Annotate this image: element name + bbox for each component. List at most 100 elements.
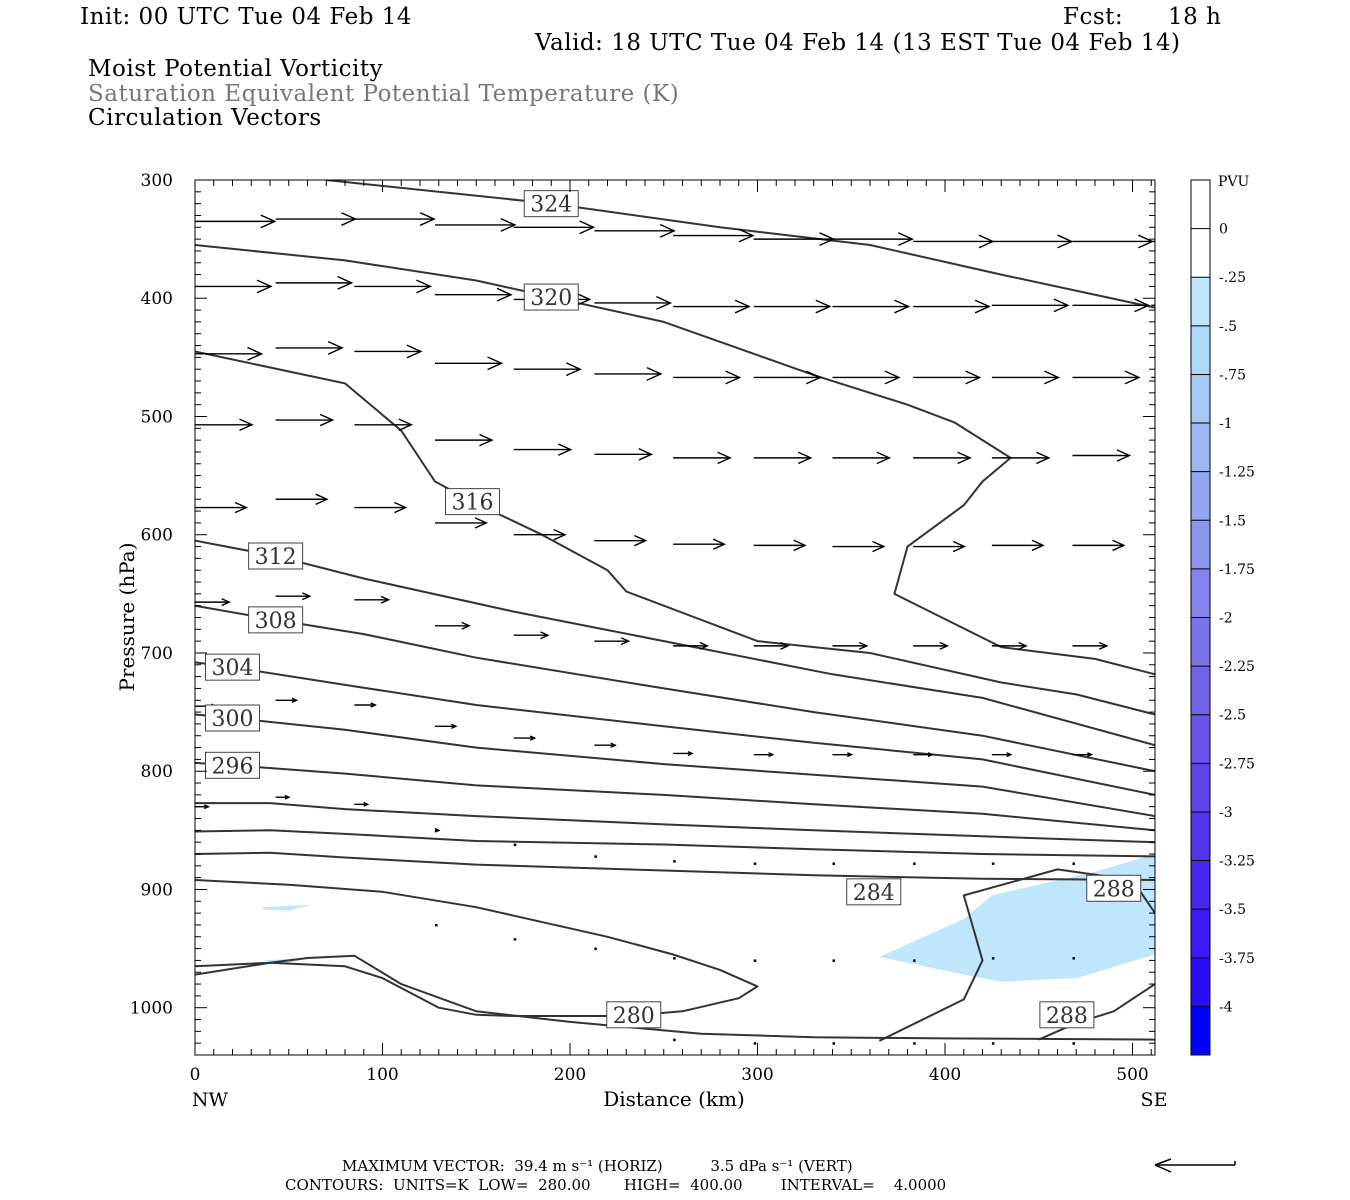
circulation-vector [913,370,982,385]
y-tick-label: 900 [141,880,173,900]
vector-head [363,801,370,807]
contour-label-box [205,704,260,732]
y-tick-label: 400 [141,289,173,309]
vector-head [434,827,441,833]
colorbar-tick-label: -.25 [1219,270,1246,286]
circulation-vector [354,344,423,359]
vector-head [965,370,982,385]
contour-label-text: 300 [212,707,254,732]
vector-head [337,275,354,290]
circulation-vector [673,750,694,756]
vector-head [291,697,299,703]
circulation-vector [513,529,567,541]
vector-head [894,299,911,314]
contour-label-text: 284 [853,881,895,906]
vector-dot [753,1042,757,1045]
contour-unlabeled-8 [195,802,1155,844]
contour-info: CONTOURS: UNITS=K LOW= 280.00 HIGH= 400.… [285,1176,947,1194]
vector-head [315,493,329,505]
vector-head [659,223,676,238]
circulation-vector [753,232,836,247]
contour-label-284-11: 284 [846,878,902,906]
vector-head [1036,451,1051,465]
colorbar-tick-label: -3.5 [1219,902,1246,918]
vector-head [461,621,471,630]
contour-label-text: 316 [452,491,494,516]
vector-head [847,752,854,758]
circulation-vector [913,959,916,962]
colorbar-swatch [1191,568,1210,618]
y-tick-label: 300 [141,171,173,191]
colorbar-swatch [1191,617,1210,667]
vector-dot [1072,862,1075,865]
vector-head [479,433,494,447]
vector-head [699,641,710,650]
circulation-vector [435,923,438,927]
x-right-end-label: SE [1141,1089,1168,1111]
vector-dot [991,957,995,960]
colorbar: 0 -.25 -.5 -.75 -1 -1.25 -1.5 -1.75 -2 -2.25 -2.5 -… [1190,179,1255,1056]
contour-288-14 [1038,983,1155,1041]
colorbar-tick-label: -1.5 [1219,513,1246,529]
field-title-thetaes: Saturation Equivalent Potential Temperat… [88,81,680,107]
vector-head [884,370,901,385]
vector-head [1006,752,1013,758]
circulation-vector [673,370,742,385]
circulation-vector [354,279,433,294]
vector-head [380,595,391,604]
y-tick-label: 600 [141,526,173,546]
circulation-vector [673,860,676,863]
vector-head [1031,539,1045,552]
circulation-vector [753,370,822,385]
circulation-vector [195,279,273,294]
circulation-vector [753,451,813,465]
vector-head [610,742,617,748]
vector-dot [832,959,835,962]
field-title-mpv: Moist Potential Vorticity [88,56,384,82]
circulation-vector [913,299,991,314]
vector-head [952,540,967,553]
circulation-vector [594,223,676,238]
colorbar-swatch [1191,277,1210,327]
vector-head [557,443,573,456]
contour-label-296-7: 296 [205,751,260,779]
circulation-vector [594,296,673,310]
circulation-vector [1072,641,1109,650]
vector-head [620,637,631,646]
vector-head [805,370,822,385]
vector-dot [832,1042,835,1045]
vector-head [1044,370,1061,385]
vector-dot [832,862,835,865]
circulation-vector [832,232,915,247]
circulation-vector [753,539,807,552]
x-tick-label: 500 [1116,1065,1148,1085]
contour-label-text: 308 [255,609,297,634]
vector-dot [435,923,438,927]
contour-label-box [846,878,902,906]
vector-head [500,217,517,232]
circulation-vector [354,702,377,708]
circulation-vector [435,433,494,447]
x-axis-title: Distance (km) [603,1087,745,1111]
colorbar-swatch [1191,520,1210,570]
vector-head [872,540,886,553]
circulation-vector [913,752,934,758]
circulation-vector [195,346,264,361]
circulation-vector [832,1042,835,1045]
contour-label-312-3: 312 [248,542,304,570]
contour-308-4 [195,604,1155,773]
y-tick-label: 500 [141,407,173,427]
vector-head [327,340,344,355]
vector-dot [1072,1042,1075,1045]
contour-312-3 [195,539,1155,747]
circulation-vector [275,697,299,703]
circulation-vector [354,801,370,807]
vector-head [234,501,249,514]
vector-head [204,804,211,810]
vector-head [780,641,790,650]
colorbar-swatch [1191,471,1210,521]
circulation-vector [753,752,775,758]
colorbar-tick-label: -1 [1219,416,1233,432]
vector-layer [195,212,1155,1045]
valid-time: Valid: 18 UTC Tue 04 Feb 14 (13 EST Tue … [535,30,1181,56]
